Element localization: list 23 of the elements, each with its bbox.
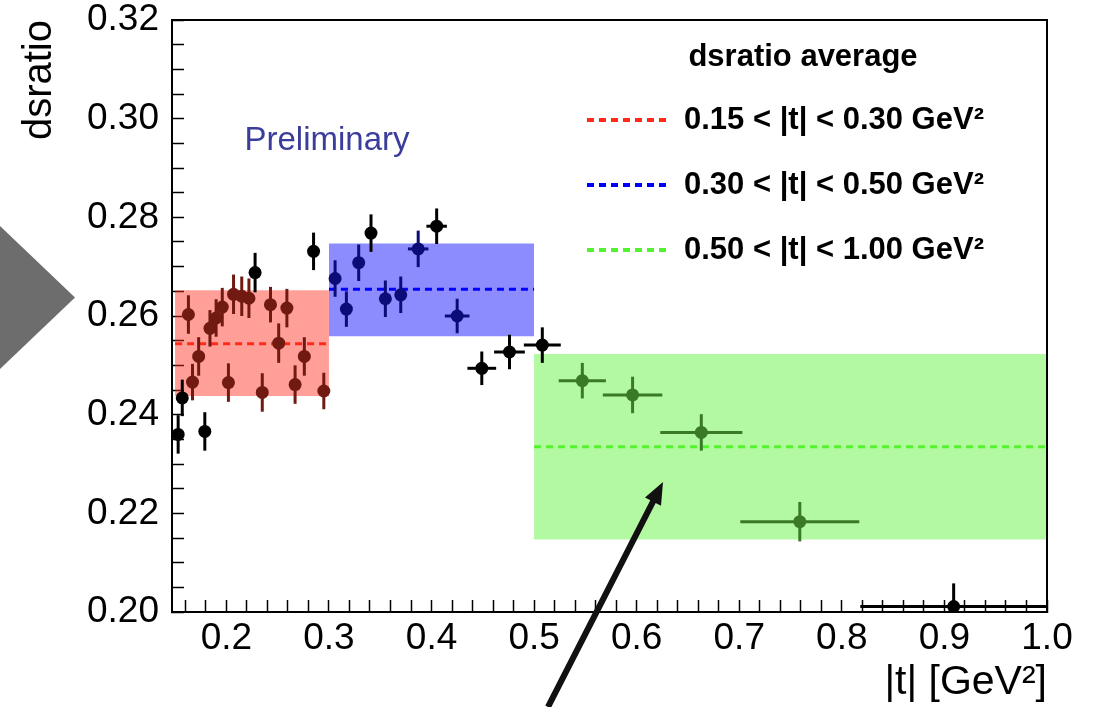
- annotation: Preliminary: [244, 120, 411, 158]
- x-tick-label: 0.6: [610, 616, 663, 658]
- legend-title: dsratio average: [688, 37, 918, 73]
- y-tick-label: 0.28: [86, 194, 159, 236]
- y-tick-label: 0.30: [86, 95, 159, 137]
- y-tick-label: 0.24: [86, 391, 159, 433]
- x-tick-label: 1.0: [1021, 616, 1073, 658]
- legend-label: 0.15 < |t| < 0.30 GeV²: [684, 100, 984, 136]
- x-tick-label: 0.3: [303, 616, 355, 658]
- x-tick-label: 0.7: [713, 616, 765, 658]
- x-tick-label: 0.9: [918, 616, 971, 658]
- x-tick-label: 0.2: [200, 616, 253, 658]
- y-tick-label: 0.22: [86, 490, 159, 532]
- x-tick-label: 0.4: [405, 616, 458, 658]
- y-axis-title: dsratio: [15, 20, 60, 141]
- y-tick-label: 0.26: [86, 293, 159, 335]
- y-tick-label: 0.32: [86, 0, 159, 39]
- x-axis-title: |t| [GeV²]: [884, 656, 1047, 703]
- x-tick-label: 0.8: [816, 616, 868, 658]
- legend-label: 0.30 < |t| < 0.50 GeV²: [684, 165, 984, 201]
- legend-label: 0.50 < |t| < 1.00 GeV²: [684, 230, 984, 266]
- x-tick-label: 0.5: [508, 616, 560, 658]
- y-tick-label: 0.20: [86, 589, 159, 631]
